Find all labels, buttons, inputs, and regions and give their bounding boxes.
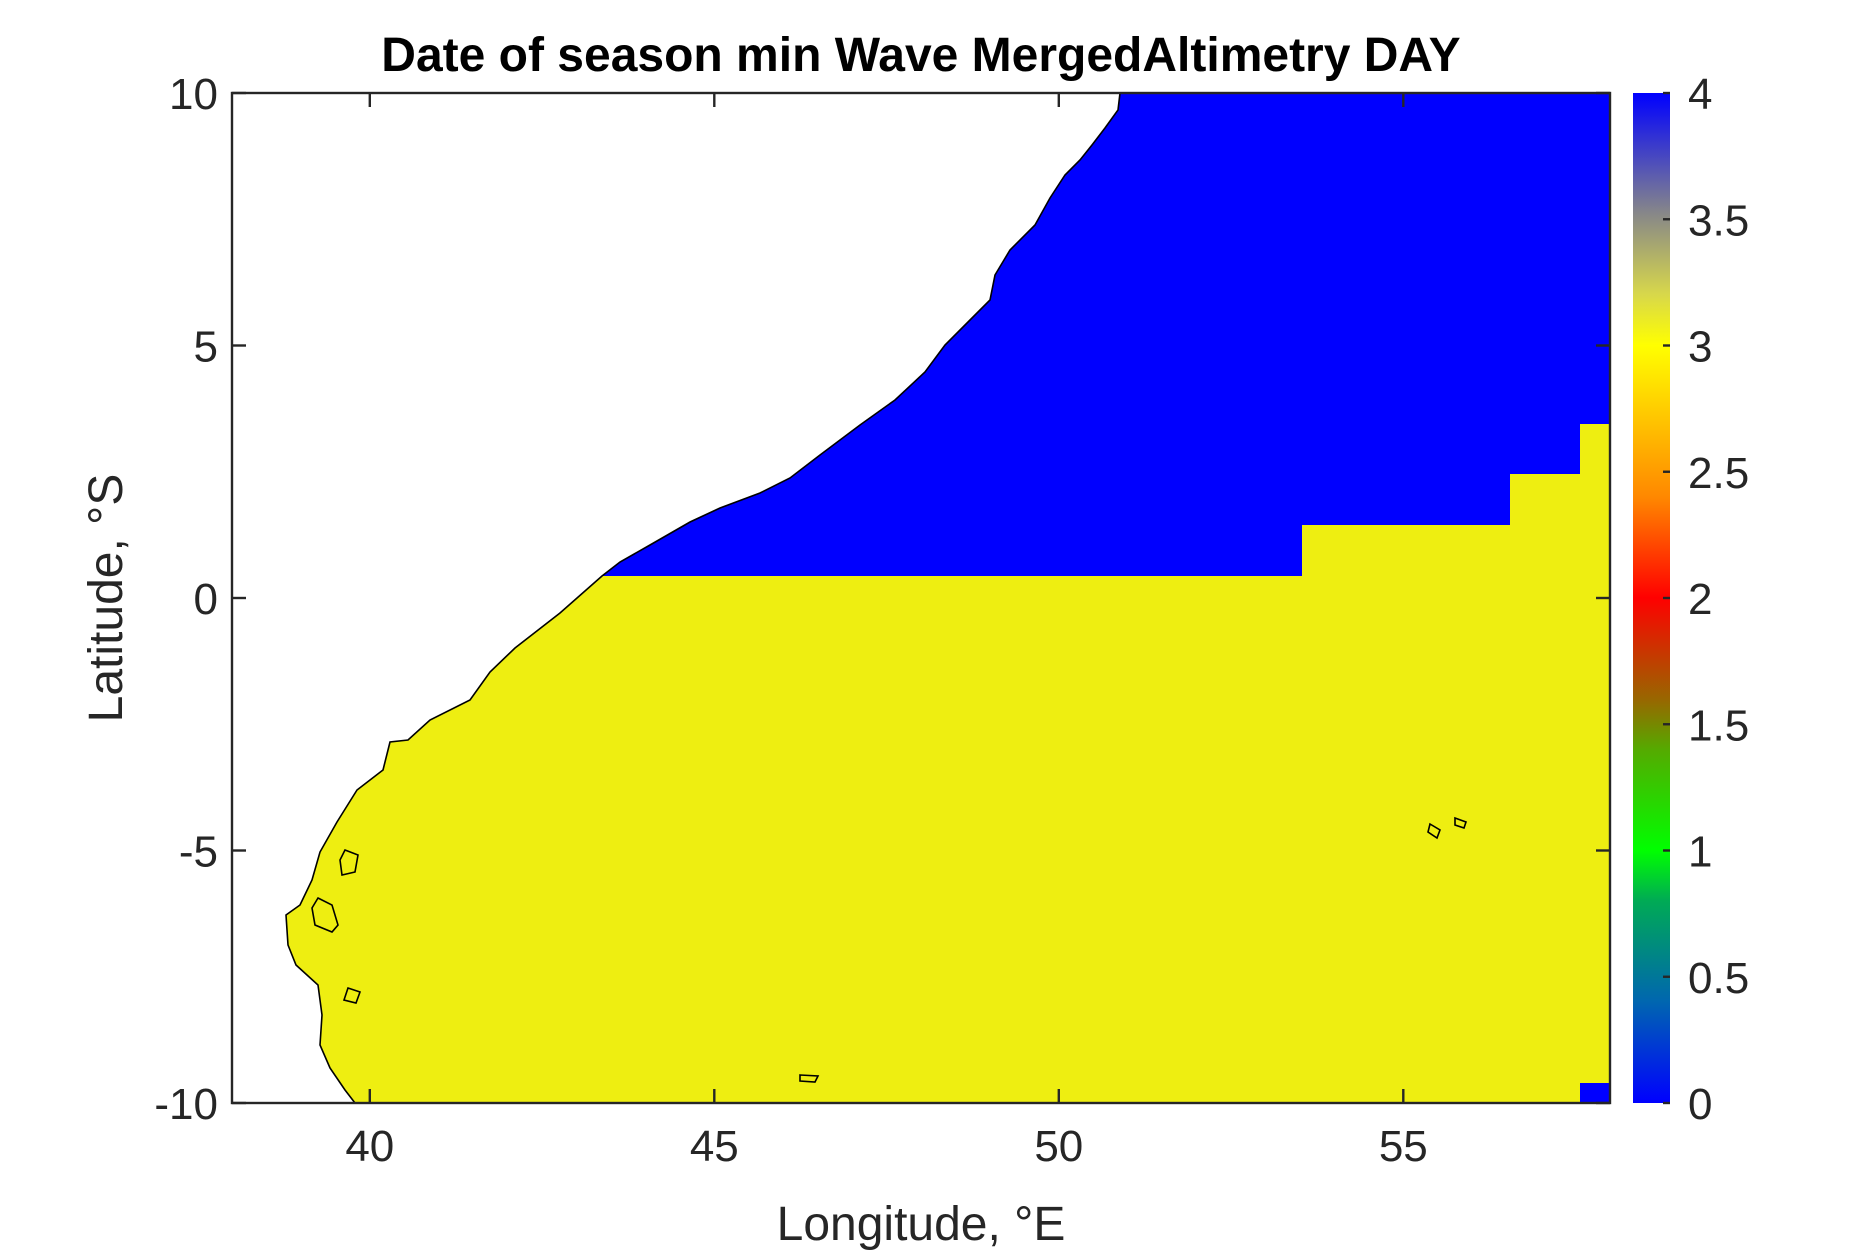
y-tick-label: 10 [169,70,218,119]
colorbar-tick-label: 4 [1688,70,1712,119]
y-tick-label: 5 [194,323,218,372]
colorbar-tick-label: 2.5 [1688,449,1749,498]
coastline [285,93,1121,1103]
colorbar-tick-label: 0.5 [1688,954,1749,1003]
region-value-3 [286,424,1610,1103]
axes: 40 45 50 55 -10 -5 0 5 10 [154,70,1612,1171]
island-1 [339,848,359,876]
y-ticks: -10 -5 0 5 10 [154,70,1610,1129]
colorbar-tick-label: 0 [1688,1080,1712,1129]
colorbar-tick-label: 3 [1688,323,1712,372]
island-5 [1427,822,1441,840]
island-6 [1454,816,1468,830]
region-value-4-corner [1580,1083,1610,1103]
y-tick-label: 0 [194,575,218,624]
island-2 [311,896,339,933]
y-axis-label: Latitude, °S [80,474,133,723]
y-tick-label: -5 [179,828,218,877]
y-tick-label: -10 [154,1080,218,1129]
island-3 [342,986,362,1004]
plot-area [232,93,1610,1103]
x-tick-label: 50 [1034,1122,1083,1171]
x-tick-label: 40 [345,1122,394,1171]
colorbar-tick-label: 1 [1688,828,1712,877]
x-ticks: 40 45 50 55 [345,93,1428,1171]
region-value-4 [602,93,1610,576]
x-axis-label: Longitude, °E [777,1198,1066,1250]
island-4 [799,1074,820,1083]
x-tick-label: 45 [690,1122,739,1171]
x-tick-label: 55 [1379,1122,1428,1171]
chart-title: Date of season min Wave MergedAltimetry … [381,29,1460,82]
colorbar-tick-label: 2 [1688,575,1712,624]
colorbar-tick-label: 1.5 [1688,701,1749,750]
colorbar-ticks: 0 0.5 1 1.5 2 2.5 3 3.5 4 [1663,70,1749,1129]
colorbar: 0 0.5 1 1.5 2 2.5 3 3.5 4 [1633,70,1749,1129]
colorbar-tick-label: 3.5 [1688,196,1749,245]
